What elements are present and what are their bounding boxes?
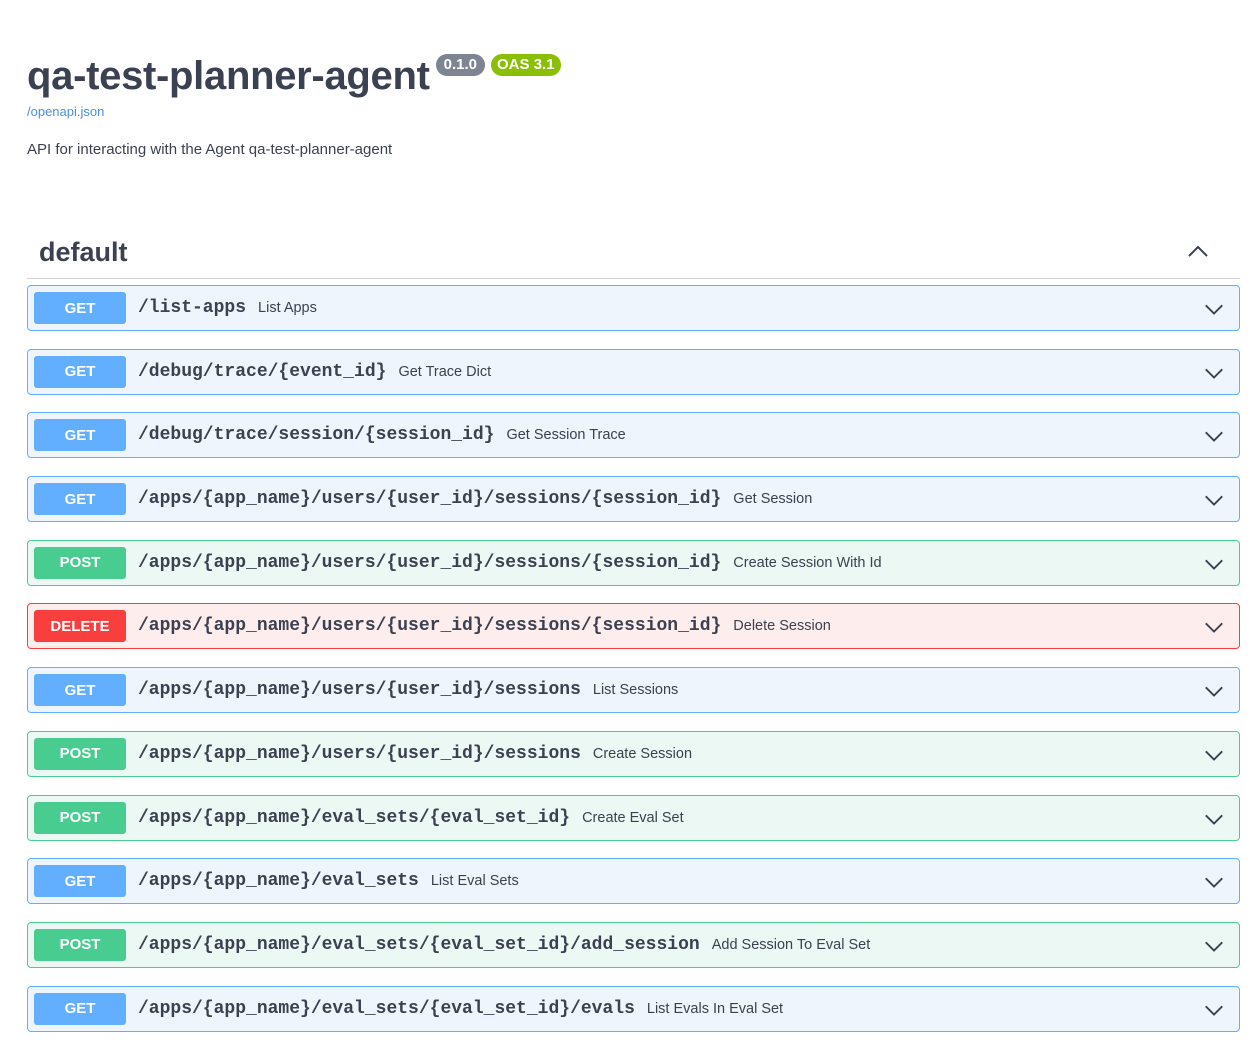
method-badge: POST <box>34 546 126 579</box>
tag-name: default <box>39 236 128 267</box>
method-badge: POST <box>34 737 126 770</box>
operation-path: /apps/{app_name}/users/{user_id}/session… <box>138 616 722 637</box>
api-description: API for interacting with the Agent qa-te… <box>27 141 393 158</box>
api-info: qa-test-planner-agent 0.1.0 OAS 3.1 /ope… <box>27 50 561 158</box>
chevron-down-icon[interactable] <box>1203 680 1225 702</box>
operation-summary: List Evals In Eval Set <box>646 1000 784 1017</box>
openapi-json-link[interactable]: /openapi.json <box>27 104 105 119</box>
operation-summary: List Apps <box>258 300 317 316</box>
operation-path: /apps/{app_name}/eval_sets/{eval_set_id}… <box>138 934 700 955</box>
operation-get[interactable]: GET/apps/{app_name}/eval_sets List Eval S… <box>27 858 1240 905</box>
operation-delete[interactable]: DELETE/apps/{app_name}/users/{user_id}/s… <box>27 603 1240 650</box>
chevron-down-icon[interactable] <box>1203 425 1225 447</box>
operation-path: /apps/{app_name}/eval_sets/{eval_set_id} <box>138 807 571 828</box>
operation-summary: List Eval Sets <box>430 873 519 890</box>
operation-path: /apps/{app_name}/users/{user_id}/session… <box>138 680 581 701</box>
chevron-down-icon[interactable] <box>1203 298 1225 320</box>
chevron-down-icon[interactable] <box>1203 489 1225 511</box>
operation-summary: Create Session With Id <box>733 554 882 571</box>
operation-path: /list-apps <box>138 298 247 318</box>
operation-summary: Delete Session <box>733 618 831 635</box>
operation-post[interactable]: POST/apps/{app_name}/eval_sets/{eval_set… <box>27 921 1240 968</box>
method-badge: GET <box>34 865 126 898</box>
operation-get[interactable]: GET/apps/{app_name}/users/{user_id}/sess… <box>27 476 1240 523</box>
operation-post[interactable]: POST/apps/{app_name}/eval_sets/{eval_set… <box>27 794 1240 841</box>
chevron-down-icon[interactable] <box>1203 808 1225 830</box>
chevron-up-icon[interactable] <box>1186 240 1210 264</box>
operation-summary: Get Session Trace <box>506 427 626 444</box>
chevron-down-icon[interactable] <box>1203 362 1225 384</box>
operation-summary: Add Session To Eval Set <box>711 936 871 953</box>
chevron-down-icon[interactable] <box>1203 616 1225 638</box>
operations-list: GET/list-apps List Apps GET/debug/trace/{e… <box>27 285 1240 1049</box>
operation-path: /debug/trace/{event_id} <box>138 361 387 382</box>
operation-get[interactable]: GET/debug/trace/session/{session_id} Get … <box>27 412 1240 459</box>
operation-path: /apps/{app_name}/users/{user_id}/session… <box>138 743 581 764</box>
chevron-down-icon[interactable] <box>1203 553 1225 575</box>
version-badge: 0.1.0 <box>435 54 486 76</box>
tag-default-header[interactable]: default <box>27 226 1240 279</box>
chevron-down-icon[interactable] <box>1203 744 1225 766</box>
api-title: qa-test-planner-agent <box>27 54 430 98</box>
operation-summary: Get Trace Dict <box>398 363 492 380</box>
operation-path: /apps/{app_name}/eval_sets <box>138 871 419 892</box>
operation-get[interactable]: GET/apps/{app_name}/eval_sets/{eval_set_… <box>27 985 1240 1032</box>
operation-path: /debug/trace/session/{session_id} <box>138 425 495 446</box>
operation-post[interactable]: POST/apps/{app_name}/users/{user_id}/ses… <box>27 730 1240 777</box>
method-badge: DELETE <box>34 610 126 643</box>
operation-get[interactable]: GET/apps/{app_name}/users/{user_id}/sess… <box>27 667 1240 714</box>
chevron-down-icon[interactable] <box>1203 871 1225 893</box>
operation-get[interactable]: GET/debug/trace/{event_id} Get Trace Dict <box>27 348 1240 395</box>
operation-path: /apps/{app_name}/eval_sets/{eval_set_id}… <box>138 998 635 1019</box>
operation-get[interactable]: GET/list-apps List Apps <box>27 285 1240 331</box>
method-badge: GET <box>34 292 126 324</box>
operation-path: /apps/{app_name}/users/{user_id}/session… <box>138 552 722 573</box>
oas-badge: OAS 3.1 <box>491 54 561 76</box>
operation-summary: Get Session <box>733 491 813 508</box>
method-badge: GET <box>34 483 126 516</box>
chevron-down-icon[interactable] <box>1203 935 1225 957</box>
method-badge: GET <box>34 419 126 452</box>
method-badge: POST <box>34 928 126 961</box>
operation-post[interactable]: POST/apps/{app_name}/users/{user_id}/ses… <box>27 539 1240 586</box>
operation-path: /apps/{app_name}/users/{user_id}/session… <box>138 489 722 510</box>
method-badge: GET <box>34 674 126 707</box>
chevron-down-icon[interactable] <box>1203 999 1225 1021</box>
operation-summary: Create Session <box>592 745 693 762</box>
method-badge: GET <box>34 992 126 1025</box>
operation-summary: List Sessions <box>592 682 679 699</box>
method-badge: GET <box>34 355 126 388</box>
operation-summary: Create Eval Set <box>582 809 684 826</box>
method-badge: POST <box>34 801 126 834</box>
